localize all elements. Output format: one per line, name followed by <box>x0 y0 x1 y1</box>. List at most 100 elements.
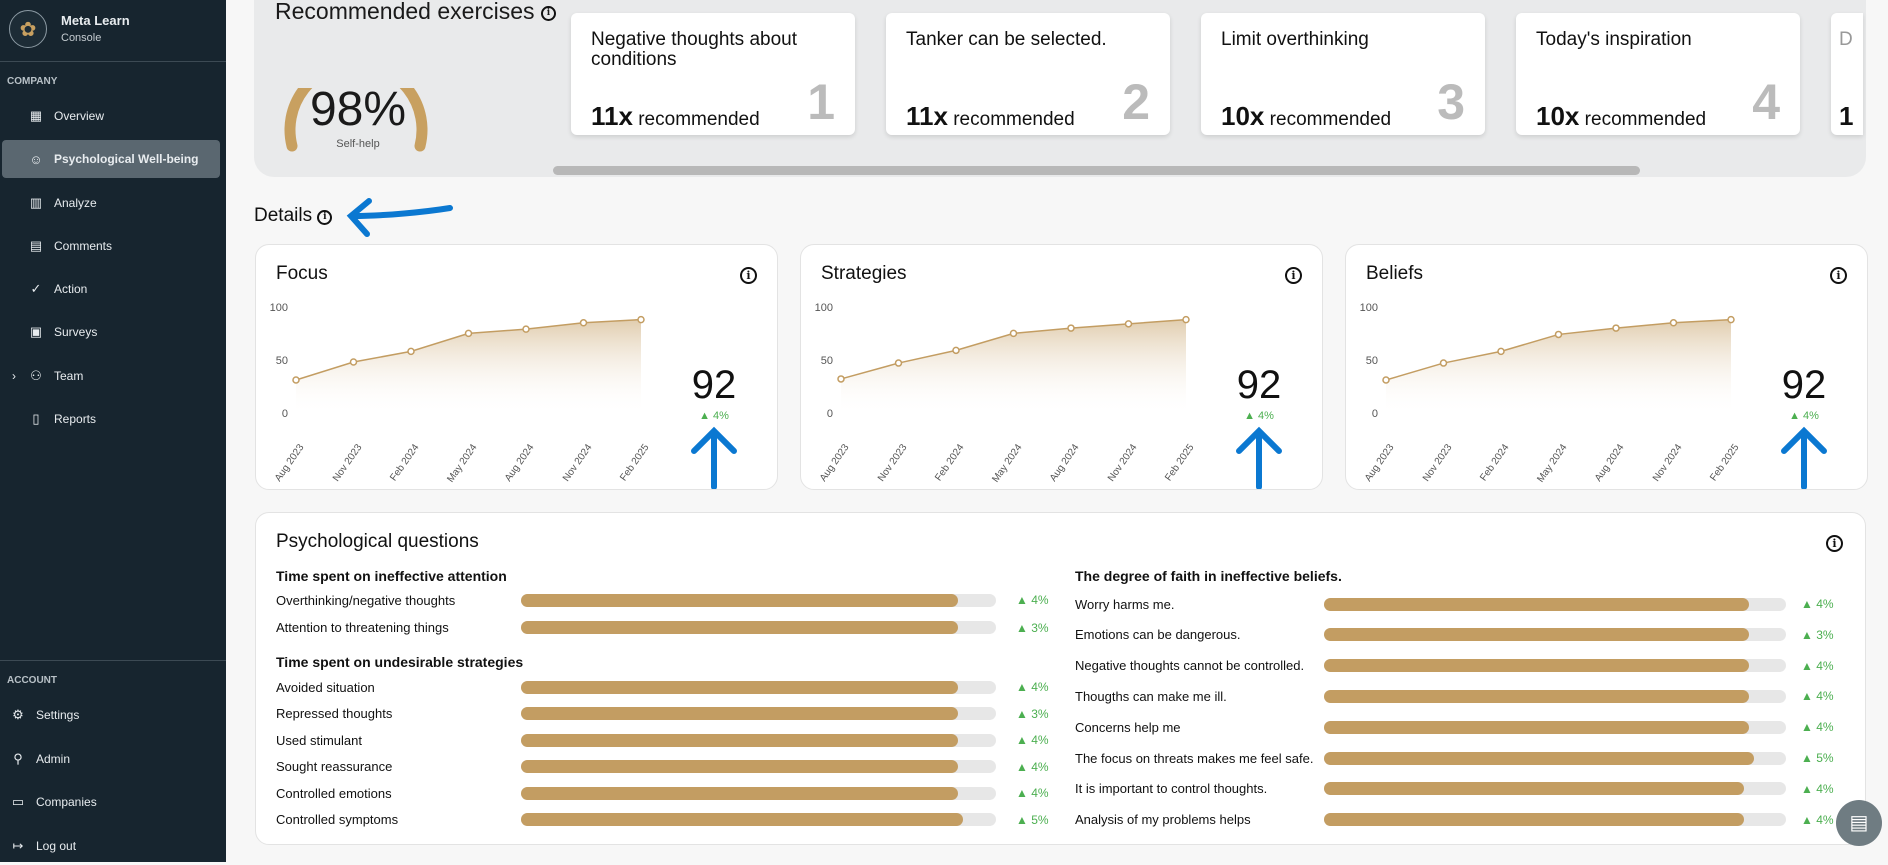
score-value: 92 <box>691 363 737 407</box>
chart-point[interactable] <box>1554 330 1563 339</box>
chart-point[interactable] <box>464 329 473 338</box>
sidebar-item-overview[interactable]: ▦ Overview <box>29 108 105 123</box>
sidebar-item-psychological-well-being[interactable]: ☺ Psychological Well-being <box>2 140 220 178</box>
info-icon[interactable]: i <box>1830 267 1847 284</box>
comment-icon: ▤ <box>29 238 43 253</box>
chart-point[interactable] <box>579 319 588 327</box>
chart-point[interactable] <box>1382 376 1390 384</box>
question-label: The focus on threats makes me feel safe. <box>1075 750 1314 766</box>
chart-point[interactable] <box>407 347 415 356</box>
divider <box>0 660 226 661</box>
users-icon: ⚇ <box>30 368 42 383</box>
exercise-card[interactable]: Today's inspiration 10x recommended 4 <box>1516 13 1800 135</box>
chart-point[interactable] <box>1009 329 1018 338</box>
chart-point[interactable] <box>1067 324 1075 332</box>
details-title: Details i <box>254 205 333 227</box>
recommended-title: Recommended exercises i <box>275 0 556 25</box>
chart-title: Strategies <box>821 263 907 284</box>
y-tick-label: 50 <box>820 355 833 367</box>
exercise-card[interactable]: Limit overthinking 10x recommended 3 <box>1201 13 1485 135</box>
group-title: Time spent on undesirable strategies <box>276 654 524 670</box>
sidebar-item-admin[interactable]: ⚲ Admin <box>2 740 220 778</box>
progress-bar <box>1324 720 1786 734</box>
score-change: ▲ 4% <box>1789 410 1819 422</box>
sidebar-item-surveys[interactable]: ▣ Surveys <box>29 324 98 339</box>
horizontal-scrollbar[interactable] <box>553 166 1640 175</box>
exercise-card[interactable]: Negative thoughts about conditions 11x re… <box>571 13 855 135</box>
chart-point[interactable] <box>1182 315 1190 324</box>
progress-bar <box>521 733 996 747</box>
info-icon[interactable]: i <box>1285 267 1302 284</box>
progress-bar <box>1324 597 1786 611</box>
exercise-card[interactable]: Tanker can be selected. 11x recommended 2 <box>886 13 1170 135</box>
score-change: ▲ 4% <box>1244 410 1274 422</box>
exercise-suffix: recommended <box>1269 109 1392 130</box>
question-label: Sought reassurance <box>276 759 393 774</box>
change-badge: ▲ 4% <box>1016 786 1049 800</box>
info-icon[interactable]: i <box>740 267 757 284</box>
chart-point[interactable] <box>894 359 903 367</box>
annotation-arrow-icon <box>1236 426 1282 489</box>
exercise-suffix: recommended <box>953 109 1075 130</box>
exercise-count: 11x <box>591 101 633 131</box>
progress-bar <box>1324 689 1786 703</box>
chart-point[interactable] <box>349 358 358 366</box>
chart-point[interactable] <box>1124 320 1133 328</box>
sidebar-item-comments[interactable]: ▤ Comments <box>29 238 113 253</box>
chart-point[interactable] <box>1727 315 1735 324</box>
check-circle-icon: ✓ <box>30 281 42 296</box>
chart-point[interactable] <box>1497 347 1505 356</box>
info-icon[interactable]: i <box>540 6 556 21</box>
exercise-rank: 1 <box>807 74 835 130</box>
brand-name: Meta Learn <box>61 13 130 28</box>
chart-point[interactable] <box>837 375 845 383</box>
gear-icon: ⚙ <box>12 707 24 722</box>
sidebar-item-companies[interactable]: ▭ Companies <box>11 794 97 809</box>
sidebar-item-log-out[interactable]: ↦ Log out <box>2 827 220 865</box>
progress-bar <box>521 680 996 694</box>
change-badge: ▲ 3% <box>1016 706 1049 721</box>
question-label: Emotions can be dangerous. <box>1075 627 1241 643</box>
chart-point[interactable] <box>522 325 530 333</box>
change-badge: ▲ 4% <box>1801 720 1834 735</box>
question-row: Used stimulant ▲ 4% <box>276 730 1056 750</box>
chart-point[interactable] <box>952 346 960 355</box>
sidebar-item-team[interactable]: › ⚇ Team <box>12 368 84 383</box>
change-badge: ▲ 4% <box>1016 759 1049 774</box>
chart-point[interactable] <box>1439 359 1448 367</box>
question-row: Emotions can be dangerous. ▲ 3% <box>1075 625 1841 645</box>
annotation-arrow-icon <box>1781 426 1827 489</box>
score-value: 92 <box>1236 363 1282 407</box>
exercise-rank: 3 <box>1437 74 1465 130</box>
self-help-gauge <box>284 88 428 152</box>
info-icon[interactable]: i <box>1826 535 1843 552</box>
score-value: 92 <box>1781 363 1827 407</box>
question-row: Controlled emotions ▲ 4% <box>276 783 1056 803</box>
divider <box>0 61 226 62</box>
company-header: COMPANY <box>7 76 58 87</box>
questions-title: Psychological questions <box>276 531 479 552</box>
question-label: Overthinking/negative thoughts <box>276 592 456 608</box>
sidebar-item-action[interactable]: ✓ Action <box>2 270 220 308</box>
y-tick-label: 100 <box>269 302 288 314</box>
sidebar-item-analyze[interactable]: ▥ Analyze <box>29 195 97 210</box>
chart-point[interactable] <box>1612 324 1620 332</box>
chart-point[interactable] <box>1669 319 1678 327</box>
chart-point[interactable] <box>637 315 645 324</box>
chat-button[interactable]: ▤ <box>1836 800 1882 846</box>
chart-point[interactable] <box>292 376 300 384</box>
brain-logo-icon: ✿ <box>9 10 47 48</box>
sidebar-item-settings[interactable]: ⚙ Settings <box>2 696 220 734</box>
clipboard-icon: ▣ <box>29 324 43 339</box>
info-icon[interactable]: i <box>317 210 333 225</box>
admin-icon: ⚲ <box>13 750 23 766</box>
briefcase-icon: ▭ <box>11 794 25 809</box>
change-badge: ▲ 4% <box>1801 781 1834 796</box>
strategies-chart-card: Strategies i 0 50 100 Aug 2023 Nov 2023 Feb 202… <box>800 244 1323 490</box>
progress-bar <box>521 621 996 634</box>
question-label: It is important to control thoughts. <box>1075 781 1268 797</box>
progress-bar <box>1324 751 1786 765</box>
group-title: The degree of faith in ineffective belie… <box>1075 568 1342 584</box>
sidebar-item-reports[interactable]: ▯ Reports <box>2 400 220 438</box>
